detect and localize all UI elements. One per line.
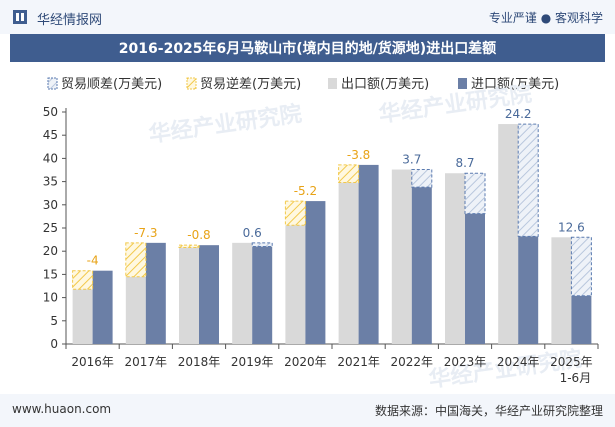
balance-label: -3.8 [347, 148, 370, 162]
x-tick-label: 2020年 [284, 355, 327, 369]
x-tick-label: 2021年 [337, 355, 380, 369]
legend-swatch [458, 78, 467, 89]
x-tick-label: 2016年 [71, 355, 114, 369]
y-tick-label: 30 [43, 198, 58, 212]
export-bar [445, 173, 465, 344]
import-bar [92, 270, 113, 344]
export-bar [125, 276, 146, 344]
export-bar [551, 237, 572, 344]
x-tick-sublabel: 1-6月 [560, 371, 592, 385]
watermark-text: 华经产业研究院 [147, 101, 303, 148]
data-labels: -4 -7.3 -0.8 0.6 -5.2 -3.8 3.7 8.7 24.2 12.6 [87, 107, 585, 268]
footer-source: 数据来源：中国海关，华经产业研究院整理 [374, 404, 603, 418]
import-bar [571, 295, 592, 344]
export-bar [285, 225, 306, 344]
export-bar [498, 124, 519, 344]
deficit-bar [338, 164, 360, 184]
surplus-bar [517, 123, 539, 237]
deficit-bar [125, 242, 147, 278]
deficit-bar [284, 200, 306, 226]
export-bar [391, 169, 412, 344]
legend-label: 出口额(万美元) [341, 77, 429, 92]
deficit-bar [178, 244, 200, 248]
import-bar [518, 236, 539, 344]
balance-label: 3.7 [402, 153, 421, 167]
balance-label: 24.2 [505, 107, 532, 121]
export-bar [338, 182, 359, 344]
export-bar [72, 289, 93, 344]
x-tick-label: 2017年 [125, 355, 168, 369]
import-bar [252, 246, 273, 344]
footer: www.huaon.com 数据来源：中国海关，华经产业研究院整理 [0, 394, 615, 427]
import-bar [465, 213, 485, 344]
legend-label: 进口额(万美元) [471, 77, 559, 92]
top-bar: 华经情报网 专业严谨 ● 客观科学 [0, 0, 615, 34]
export-bar [179, 247, 199, 344]
legend-swatch [186, 77, 197, 90]
legend-swatch [47, 77, 58, 90]
y-tick-label: 45 [43, 128, 58, 142]
balance-label: -0.8 [187, 228, 210, 242]
deficit-bar [72, 270, 94, 290]
import-bar [411, 187, 432, 344]
x-tick-label: 2025年 [550, 355, 593, 369]
title-bar: 2016-2025年6月马鞍山市(境内目的地/货源地)进出口差额 [10, 34, 605, 62]
surplus-bar [570, 236, 592, 297]
axes: 0 5 10 15 20 25 30 35 40 45 50 2016年 2017年 2018年 2019年… [43, 105, 599, 385]
export-bar [232, 242, 253, 344]
y-tick-label: 0 [50, 337, 58, 351]
y-tick-label: 10 [43, 291, 58, 305]
y-tick-label: 50 [43, 105, 58, 119]
import-bar [305, 201, 326, 344]
y-tick-label: 25 [43, 221, 58, 235]
watermark-text: 华经产业研究院 [427, 346, 583, 393]
y-tick-label: 5 [50, 314, 58, 328]
legend: 贸易顺差(万美元) 贸易逆差(万美元) 出口额(万美元) 进口额(万美元) [47, 76, 559, 92]
import-bar [358, 164, 379, 344]
x-tick-label: 2019年 [231, 355, 274, 369]
footer-website: www.huaon.com [12, 402, 112, 416]
surplus-bar [464, 172, 486, 215]
tagline: 专业严谨 ● 客观科学 [488, 11, 603, 25]
x-tick-label: 2018年 [178, 355, 221, 369]
balance-label: 8.7 [455, 156, 474, 170]
logo-icon [13, 10, 27, 24]
legend-label: 贸易顺差(万美元) [61, 77, 162, 92]
balance-label: 0.6 [243, 226, 262, 240]
y-tick-label: 35 [43, 175, 58, 189]
balance-label: -7.3 [134, 226, 157, 240]
import-bar [145, 242, 166, 344]
legend-label: 贸易逆差(万美元) [200, 76, 301, 92]
import-bar [199, 245, 219, 344]
x-tick-label: 2023年 [444, 355, 487, 369]
bars [72, 123, 592, 344]
surplus-bar [411, 169, 433, 188]
brand-name: 华经情报网 [37, 13, 103, 28]
legend-swatch [328, 78, 337, 89]
balance-label: 12.6 [558, 220, 585, 234]
surplus-bar [251, 242, 273, 248]
balance-label: -5.2 [294, 184, 317, 198]
y-tick-label: 15 [43, 267, 58, 281]
y-tick-label: 40 [43, 151, 58, 165]
y-tick-label: 20 [43, 244, 58, 258]
chart: 贸易顺差(万美元) 贸易逆差(万美元) 出口额(万美元) 进口额(万美元) 华经产业研… [43, 76, 599, 393]
balance-label: -4 [87, 254, 99, 268]
x-tick-label: 2024年 [497, 355, 540, 369]
x-tick-label: 2022年 [391, 355, 434, 369]
chart-title: 2016-2025年6月马鞍山市(境内目的地/货源地)进出口差额 [118, 41, 497, 57]
